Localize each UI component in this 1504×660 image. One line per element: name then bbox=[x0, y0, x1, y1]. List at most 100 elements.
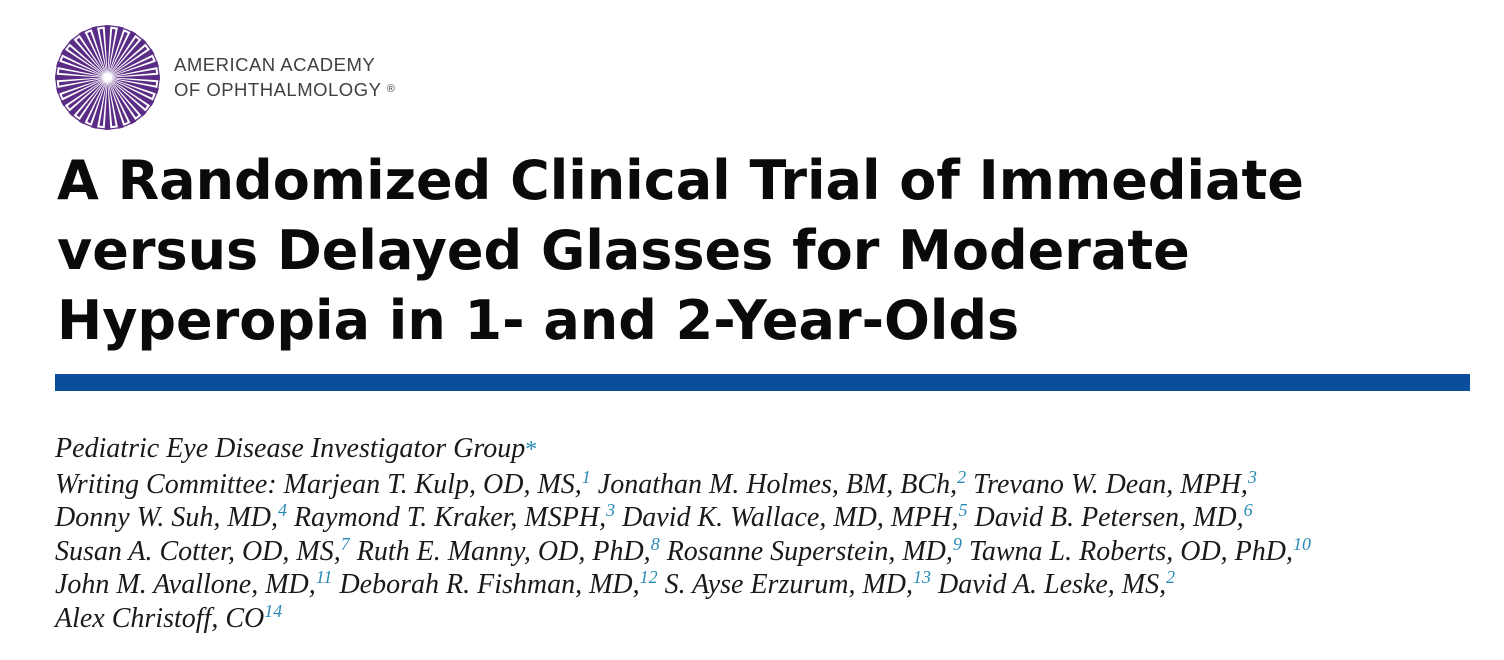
logo-ray bbox=[108, 26, 124, 74]
author-name: Ruth E. Manny, OD, PhD, bbox=[349, 535, 651, 567]
logo-ray bbox=[87, 31, 106, 74]
affiliation-marker[interactable]: 11 bbox=[315, 567, 333, 587]
affiliation-marker[interactable]: 1 bbox=[581, 466, 591, 487]
author-lines: Writing Committee: Marjean T. Kulp, OD, … bbox=[55, 468, 1475, 636]
sunburst-logo-icon bbox=[55, 25, 160, 130]
study-group-footnote-mark[interactable]: * bbox=[525, 437, 538, 463]
author-name: David B. Petersen, MD, bbox=[967, 502, 1244, 533]
logo-ray bbox=[99, 28, 107, 74]
logo-ray bbox=[78, 81, 106, 125]
logo-ray bbox=[109, 81, 137, 125]
author-line: Donny W. Suh, MD,4 Raymond T. Kraker, MS… bbox=[55, 501, 1475, 535]
logo-ray bbox=[109, 31, 128, 74]
author-name: John M. Avallone, MD, bbox=[55, 569, 316, 600]
logo-ray bbox=[110, 46, 148, 75]
logo-ray bbox=[76, 80, 105, 118]
logo-ray bbox=[108, 28, 116, 74]
logo-ray bbox=[87, 81, 106, 124]
logo-ray bbox=[111, 48, 155, 76]
logo-ray bbox=[111, 57, 154, 76]
logo-ray bbox=[111, 78, 157, 86]
logo-ray bbox=[91, 81, 107, 129]
article-title-line-1: A Randomized Clinical Trial of Immediate bbox=[57, 149, 1304, 212]
author-name: Susan A. Cotter, OD, MS, bbox=[55, 535, 341, 567]
author-name: Jonathan M. Holmes, BM, BCh, bbox=[590, 468, 958, 500]
author-name: Trevano W. Dean, MPH, bbox=[966, 468, 1248, 500]
study-group: Pediatric Eye Disease Investigator Group… bbox=[55, 432, 1475, 468]
author-name: Raymond T. Kraker, MSPH, bbox=[286, 502, 607, 533]
logo-ray bbox=[55, 74, 104, 81]
logo-ray bbox=[110, 80, 139, 118]
affiliation-marker[interactable]: 13 bbox=[913, 567, 932, 587]
logo-ray bbox=[111, 79, 154, 98]
logo-ray bbox=[110, 80, 147, 117]
logo-ray bbox=[78, 30, 106, 74]
logo-ray bbox=[104, 81, 111, 130]
logo-ray bbox=[61, 79, 104, 98]
author-name: Deborah R. Fishman, MD, bbox=[332, 569, 640, 600]
author-line: John M. Avallone, MD,11 Deborah R. Fishm… bbox=[55, 568, 1475, 602]
logo-ray bbox=[109, 81, 128, 124]
author-name: S. Ayse Erzurum, MD, bbox=[657, 569, 914, 600]
author-line: Susan A. Cotter, OD, MS,7 Ruth E. Manny,… bbox=[55, 535, 1475, 569]
logo-ray bbox=[61, 57, 104, 76]
affiliation-marker[interactable]: 4 bbox=[277, 500, 287, 520]
author-line: Alex Christoff, CO14 bbox=[55, 602, 1475, 636]
logo-ray bbox=[76, 37, 105, 75]
article-title: A Randomized Clinical Trial of Immediate… bbox=[57, 146, 1457, 356]
affiliation-marker[interactable]: 12 bbox=[639, 567, 658, 587]
author-name: Writing Committee: Marjean T. Kulp, OD, … bbox=[55, 468, 582, 500]
logo-ray bbox=[110, 80, 148, 109]
logo-ray bbox=[111, 78, 159, 94]
publisher-name-line-2: OF OPHTHALMOLOGY ® bbox=[174, 77, 395, 102]
author-name: Donny W. Suh, MD, bbox=[55, 502, 278, 533]
logo-ray bbox=[67, 46, 105, 75]
logo-ray bbox=[67, 80, 105, 109]
logo-ray bbox=[58, 78, 104, 86]
logo-ray bbox=[99, 81, 107, 127]
author-name: Rosanne Superstein, MD, bbox=[659, 535, 953, 567]
affiliation-marker[interactable]: 2 bbox=[1166, 567, 1176, 587]
title-divider bbox=[55, 374, 1470, 391]
logo-ray bbox=[56, 78, 104, 94]
logo-ray bbox=[110, 38, 147, 75]
author-line: Writing Committee: Marjean T. Kulp, OD, … bbox=[55, 468, 1475, 502]
affiliation-marker[interactable]: 3 bbox=[606, 500, 616, 520]
affiliation-marker[interactable]: 7 bbox=[340, 533, 350, 554]
logo-ray bbox=[60, 79, 104, 107]
logo-ray bbox=[111, 61, 159, 77]
logo-ray bbox=[60, 48, 104, 76]
publisher-name-line-1: AMERICAN ACADEMY bbox=[174, 54, 376, 75]
affiliation-marker[interactable]: 6 bbox=[1243, 500, 1253, 520]
publisher-name: AMERICAN ACADEMY OF OPHTHALMOLOGY ® bbox=[174, 52, 395, 102]
affiliation-marker[interactable]: 2 bbox=[957, 466, 967, 487]
logo-ray bbox=[68, 38, 105, 75]
affiliation-marker[interactable]: 5 bbox=[958, 500, 968, 520]
logo-ray bbox=[91, 26, 107, 74]
logo-ray bbox=[58, 69, 104, 77]
affiliation-marker[interactable]: 14 bbox=[264, 600, 283, 621]
author-name: Tawna L. Roberts, OD, PhD, bbox=[961, 535, 1293, 567]
logo-ray bbox=[111, 74, 160, 81]
study-group-name: Pediatric Eye Disease Investigator Group bbox=[55, 433, 526, 464]
logo-ray bbox=[108, 81, 116, 127]
logo-ray bbox=[109, 30, 137, 74]
logo-ray bbox=[104, 25, 111, 74]
logo-ray bbox=[110, 37, 139, 75]
affiliation-marker[interactable]: 3 bbox=[1247, 466, 1257, 487]
affiliation-marker[interactable]: 10 bbox=[1293, 533, 1311, 554]
author-name: Alex Christoff, CO bbox=[55, 602, 265, 634]
logo-ring bbox=[55, 25, 160, 130]
registered-mark: ® bbox=[386, 83, 395, 95]
logo-ray bbox=[68, 80, 105, 117]
article-title-line-3: Hyperopia in 1- and 2-Year-Olds bbox=[57, 289, 1020, 352]
article-title-line-2: versus Delayed Glasses for Moderate bbox=[57, 219, 1190, 282]
logo-ray bbox=[111, 69, 157, 77]
logo-ray bbox=[108, 81, 124, 129]
author-name: David K. Wallace, MD, MPH, bbox=[615, 502, 959, 533]
affiliation-marker[interactable]: 8 bbox=[650, 533, 660, 554]
affiliation-marker[interactable]: 9 bbox=[952, 533, 962, 554]
logo-ray bbox=[56, 61, 104, 77]
author-byline: Pediatric Eye Disease Investigator Group… bbox=[55, 432, 1475, 635]
